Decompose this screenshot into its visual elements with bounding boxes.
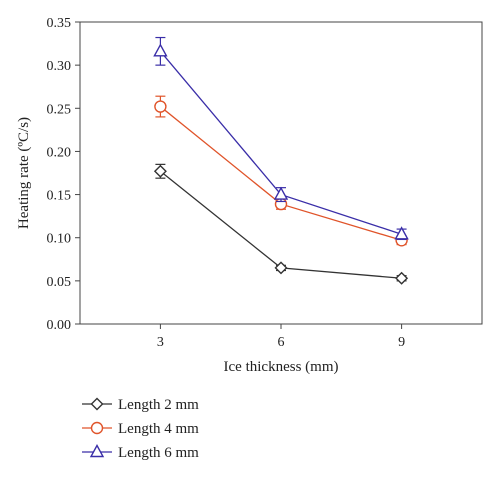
series-triangle bbox=[153, 36, 409, 241]
triangle-marker bbox=[273, 186, 289, 200]
x-axis-label: Ice thickness (mm) bbox=[224, 359, 339, 375]
triangle-marker bbox=[153, 43, 168, 57]
y-tick-label: 0.25 bbox=[47, 102, 72, 117]
y-axis-label: Heating rate (ºC/s) bbox=[16, 117, 32, 229]
legend-item: Length 2 mm bbox=[82, 397, 199, 413]
y-tick-label: 0.15 bbox=[47, 189, 72, 204]
series-diamond bbox=[153, 163, 409, 285]
legend: Length 2 mm Length 4 mm Length 6 mm bbox=[82, 397, 199, 461]
series-layer bbox=[153, 36, 409, 285]
diamond-marker bbox=[153, 164, 167, 178]
plot-area bbox=[79, 21, 483, 325]
y-tick-label: 0.20 bbox=[47, 145, 72, 160]
triangle-marker bbox=[394, 226, 409, 240]
x-axis: 3 6 9 bbox=[157, 324, 405, 350]
x-tick-label: 3 bbox=[157, 335, 164, 350]
legend-item: Length 4 mm bbox=[82, 421, 199, 437]
legend-label: Length 6 mm bbox=[118, 445, 199, 461]
y-tick-label: 0.10 bbox=[47, 232, 72, 247]
legend-label: Length 2 mm bbox=[118, 397, 199, 413]
circle-marker bbox=[90, 421, 104, 435]
x-tick-label: 6 bbox=[278, 335, 285, 350]
legend-item: Length 6 mm bbox=[82, 444, 199, 461]
y-tick-label: 0.35 bbox=[47, 16, 72, 31]
legend-label: Length 4 mm bbox=[118, 421, 199, 437]
triangle-marker bbox=[89, 444, 105, 458]
plot-frame bbox=[79, 21, 483, 325]
y-tick-label: 0.30 bbox=[47, 59, 72, 74]
circle-marker bbox=[154, 100, 167, 113]
y-axis: 0.00 0.05 0.10 0.15 0.20 0.25 0.30 0.35 bbox=[47, 16, 80, 333]
y-tick-label: 0.05 bbox=[47, 275, 72, 290]
diamond-marker bbox=[274, 261, 288, 275]
diamond-marker bbox=[90, 397, 104, 411]
x-tick-label: 9 bbox=[398, 335, 405, 350]
diamond-marker bbox=[395, 271, 409, 285]
series-line bbox=[159, 106, 402, 241]
y-tick-label: 0.00 bbox=[47, 318, 72, 333]
